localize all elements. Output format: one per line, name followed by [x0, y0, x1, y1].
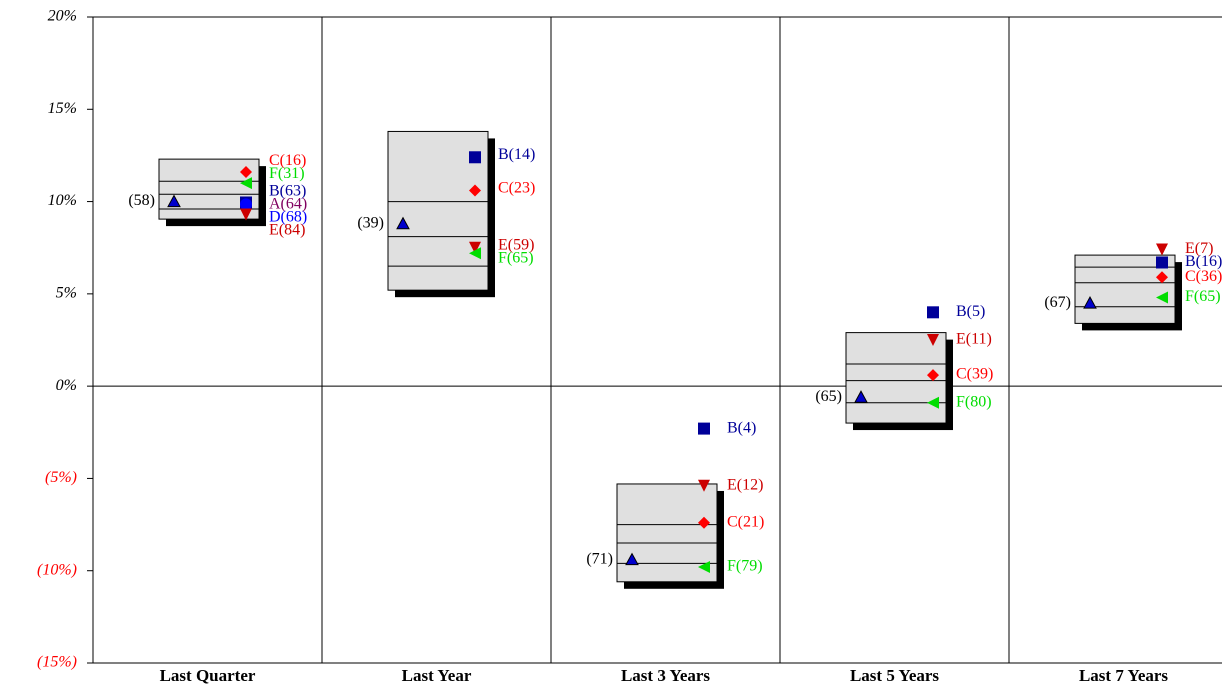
peer-marker [240, 166, 252, 179]
fund-rank-label: (65) [815, 388, 842, 405]
peer-marker [1156, 271, 1168, 284]
peer-rank-label: B(4) [727, 419, 756, 436]
y-tick-label: 20% [48, 8, 77, 25]
x-tick-label: Last 7 Years [1079, 666, 1168, 685]
fund-rank-label: (71) [586, 550, 613, 567]
y-tick-label: (5%) [45, 469, 77, 486]
plot-frame [92, 16, 1222, 664]
peer-rank-label: F(65) [498, 250, 534, 267]
peer-marker [927, 334, 939, 346]
peer-rank-label: F(79) [727, 558, 763, 575]
peer-marker [698, 479, 710, 492]
peer-rank-label: F(80) [956, 393, 992, 410]
peer-marker [698, 516, 710, 529]
peer-rank-label: B(16) [1185, 253, 1222, 270]
peer-rank-label: E(84) [269, 221, 305, 238]
peer-marker [240, 177, 252, 190]
peer-marker [927, 396, 939, 409]
peer-marker [1156, 243, 1168, 256]
peer-rank-label: E(7) [1185, 240, 1213, 257]
peer-marker [240, 208, 252, 221]
y-tick-label: (15%) [37, 654, 77, 671]
peer-rank-label: E(11) [956, 331, 992, 348]
peer-marker [469, 241, 481, 254]
x-tick-label: Last 3 Years [621, 666, 710, 685]
y-tick-label: 15% [48, 100, 77, 117]
peer-rank-label: B(14) [498, 146, 535, 163]
peer-marker [469, 151, 481, 164]
peer-rank-label: C(36) [1185, 268, 1222, 285]
peer-rank-label: D(68) [269, 208, 307, 225]
peer-rank-label: E(12) [727, 476, 763, 493]
peer-rank-label: E(59) [498, 237, 534, 254]
peer-rank-label: B(63) [269, 182, 306, 199]
x-tick-label: Last Year [402, 666, 472, 685]
fund-marker [854, 390, 868, 403]
fund-marker [167, 194, 181, 208]
box [845, 332, 947, 424]
peer-marker [698, 422, 710, 435]
fund-rank-label: (39) [357, 214, 384, 231]
fund-marker [625, 552, 639, 566]
peer-rank-label: B(5) [956, 303, 985, 320]
y-tick-label: 5% [56, 285, 77, 302]
peer-rank-label: F(65) [1185, 288, 1221, 305]
peer-rank-label: C(21) [727, 513, 764, 530]
fund-rank-label: (67) [1044, 294, 1071, 311]
peer-marker [1156, 256, 1168, 269]
peer-rank-label: F(31) [269, 165, 305, 182]
peer-marker [240, 198, 252, 211]
x-tick-label: Last Quarter [160, 666, 256, 685]
fund-marker [1083, 296, 1097, 309]
y-tick-label: 0% [56, 377, 77, 394]
peer-marker [698, 561, 710, 574]
x-tick-label: Last 5 Years [850, 666, 939, 685]
box [616, 483, 718, 583]
peer-rank-label: C(39) [956, 366, 993, 383]
peer-marker [927, 369, 939, 382]
peer-rank-label: A(64) [269, 195, 307, 212]
peer-marker [469, 247, 481, 260]
peer-marker [469, 184, 481, 197]
y-tick-label: 10% [48, 192, 77, 209]
fund-rank-label: (58) [128, 192, 155, 209]
y-tick-label: (10%) [37, 561, 77, 578]
fund-marker [396, 216, 410, 230]
peer-marker [927, 306, 939, 319]
peer-rank-label: C(23) [498, 179, 535, 196]
peer-marker [1156, 291, 1168, 304]
peer-rank-label: C(16) [269, 152, 306, 169]
